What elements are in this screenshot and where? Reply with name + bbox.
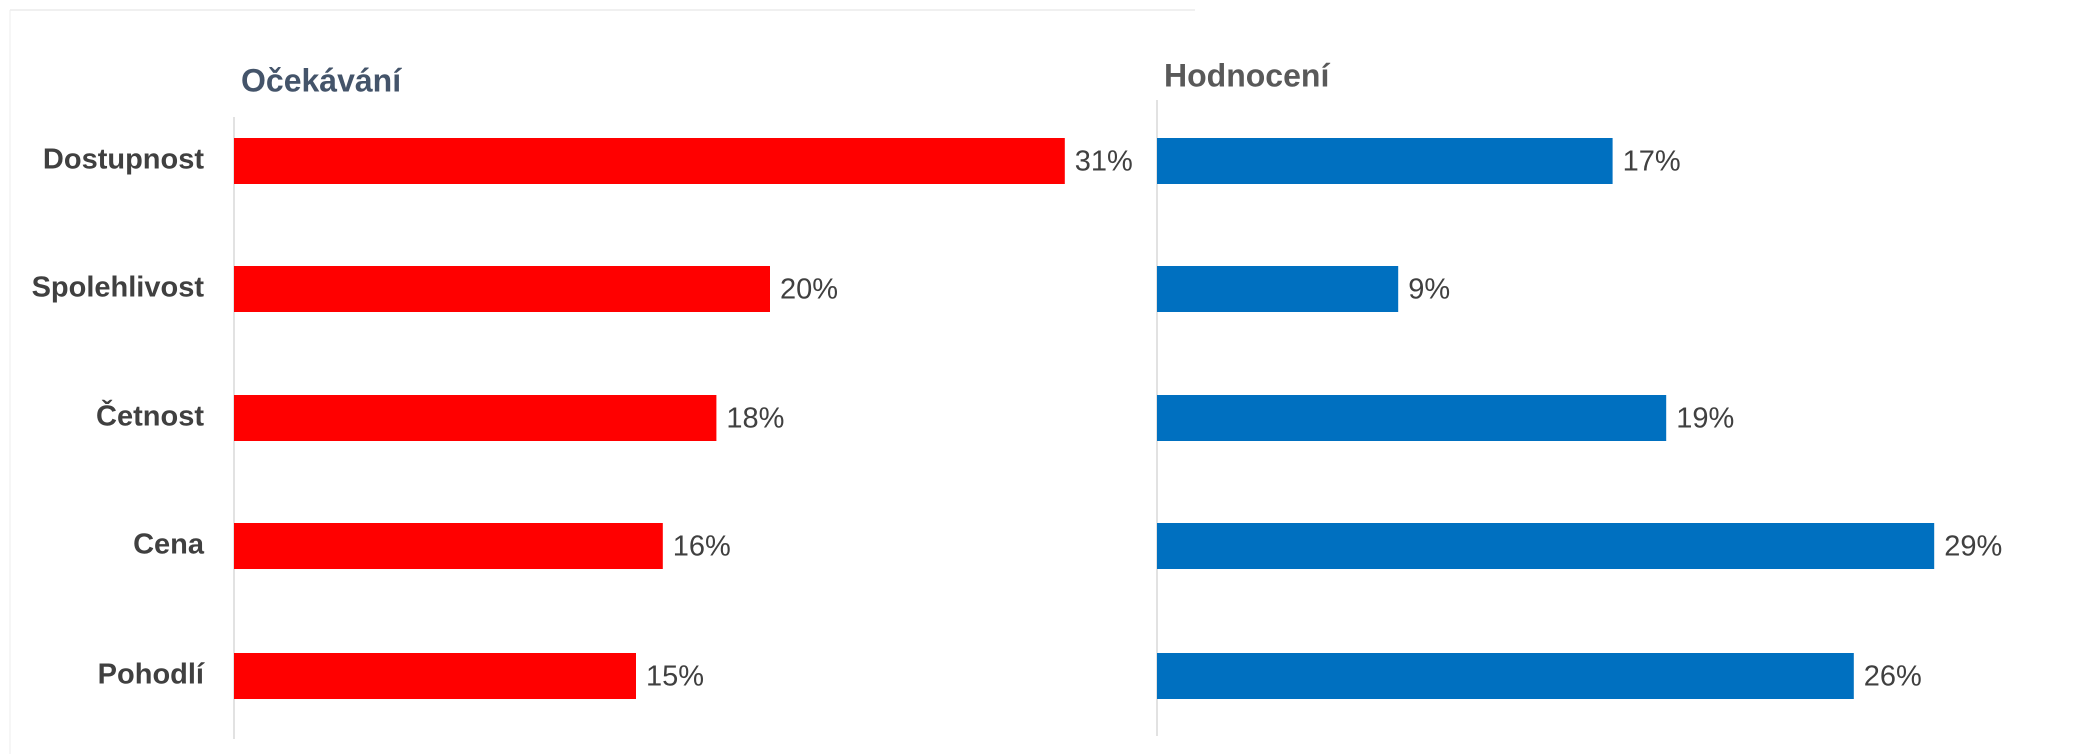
value-label: 9% [1408, 274, 1450, 306]
bar [1157, 523, 1935, 569]
chart-title: Očekávání [241, 62, 402, 98]
value-label: 31% [1075, 146, 1133, 178]
bar [234, 395, 717, 441]
value-label: 26% [1864, 661, 1922, 693]
bar [1157, 395, 1667, 441]
category-label: Spolehlivost [32, 272, 205, 304]
value-label: 15% [646, 661, 704, 693]
bar [234, 523, 663, 569]
bar [1157, 138, 1613, 184]
bar [1157, 266, 1399, 312]
category-label: Pohodlí [98, 659, 205, 691]
category-label: Dostupnost [43, 144, 204, 176]
value-label: 19% [1676, 403, 1734, 435]
category-label: Četnost [96, 399, 204, 433]
value-label: 18% [726, 403, 784, 435]
chart-title: Hodnocení [1164, 57, 1330, 93]
bar [1157, 653, 1854, 699]
bar [234, 266, 770, 312]
bar [234, 653, 636, 699]
bar [234, 138, 1065, 184]
value-label: 20% [780, 274, 838, 306]
value-label: 29% [1944, 531, 2002, 563]
value-label: 17% [1623, 146, 1681, 178]
value-label: 16% [673, 531, 731, 563]
category-label: Cena [133, 529, 205, 561]
